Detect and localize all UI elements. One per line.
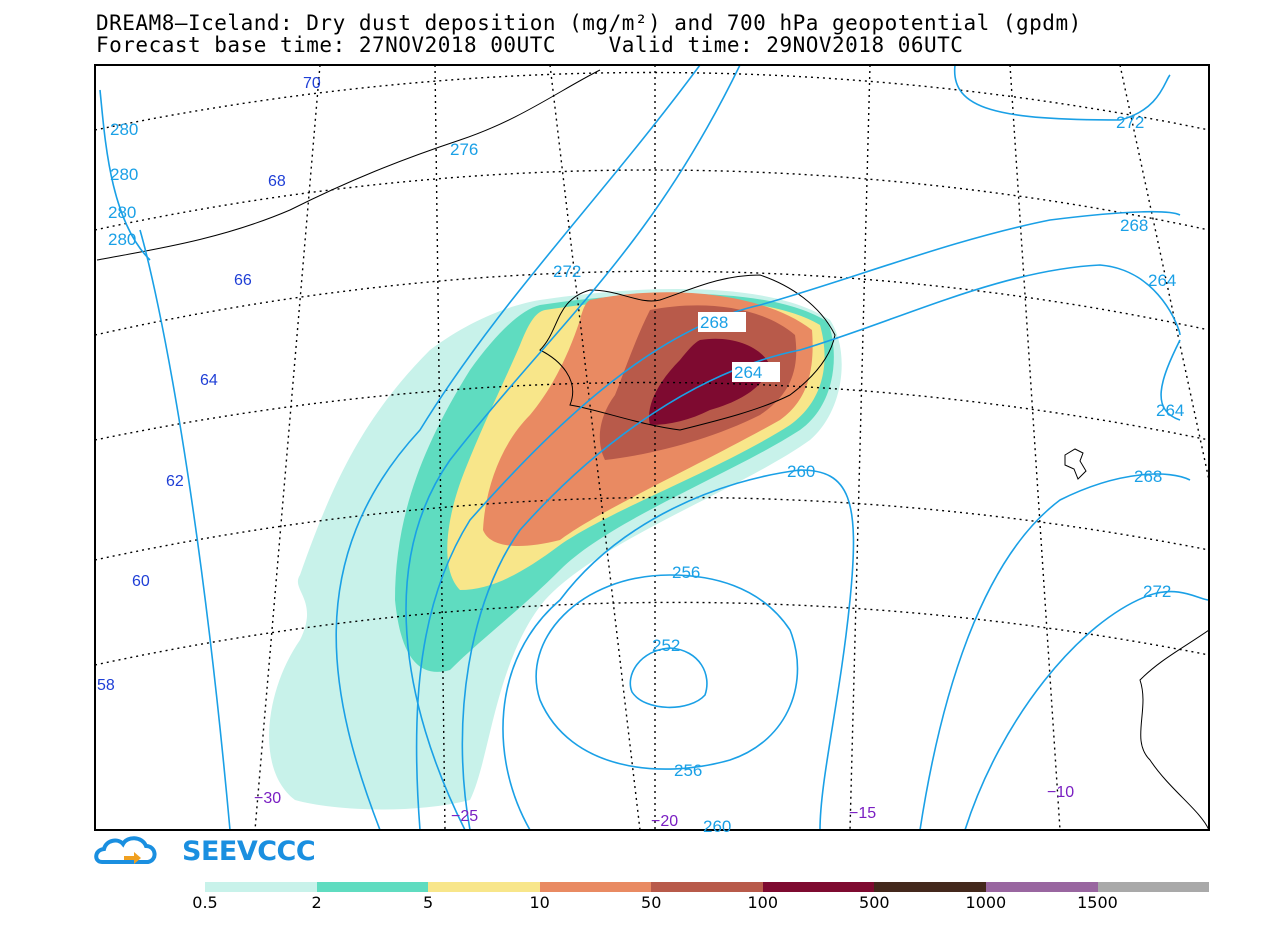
- lon-label: −25: [451, 808, 478, 825]
- seevccc-logo: SEEVCCC: [94, 832, 316, 872]
- geopotential-contours: [99, 65, 1209, 830]
- cloud-icon: [94, 836, 157, 864]
- lat-label: 68: [268, 173, 286, 190]
- contour-label: 256: [672, 563, 700, 582]
- graticule: [95, 65, 1209, 830]
- map-title: DREAM8–Iceland: Dry dust deposition (mg/…: [96, 11, 1082, 35]
- contour-label: 272: [1116, 113, 1144, 132]
- contour-label: 272: [553, 262, 581, 281]
- lon-label: −30: [254, 790, 281, 807]
- legend-label: 1500: [1077, 893, 1118, 912]
- contour-label: 252: [652, 636, 680, 655]
- legend-swatch: [1097, 882, 1210, 892]
- lat-label: 58: [97, 677, 115, 694]
- faroe-islands: [1064, 448, 1087, 480]
- legend-swatch: [874, 882, 986, 892]
- contour-label: 260: [787, 462, 815, 481]
- legend-label: 1000: [965, 893, 1007, 912]
- legend-label: 50: [641, 893, 662, 912]
- longitude-labels: −30 −25 −20 −15 −10: [254, 784, 1074, 830]
- contour-label: 268: [1120, 216, 1148, 235]
- lon-label: −20: [651, 813, 678, 830]
- logo-text: SEEVCCC: [182, 836, 316, 867]
- contour-label: 280: [108, 203, 136, 222]
- color-legend: [205, 882, 1210, 892]
- legend-label: 500: [859, 893, 890, 912]
- legend-swatch: [651, 882, 763, 892]
- lon-label: −15: [849, 805, 876, 822]
- legend-label: 0.5: [192, 893, 218, 912]
- legend-swatch: [985, 882, 1098, 892]
- legend-swatch: [316, 882, 429, 892]
- legend-swatch: [539, 882, 652, 892]
- legend-label: 100: [747, 893, 779, 912]
- contour-label: 264: [734, 363, 762, 382]
- contour-label: 264: [1148, 271, 1176, 290]
- lat-label: 66: [234, 272, 252, 289]
- legend-labels: 0.5 2 5 10 50 100 500 1000 1500: [0, 893, 1271, 917]
- legend-label: 10: [529, 893, 550, 912]
- latitude-labels: 70 68 66 64 62 60 58: [97, 75, 321, 694]
- iceland-coast: [539, 274, 836, 431]
- lat-label: 62: [166, 473, 184, 490]
- lon-label: −10: [1047, 784, 1074, 801]
- contour-label: 280: [110, 120, 138, 139]
- legend-swatch: [762, 882, 875, 892]
- legend-swatch: [428, 882, 540, 892]
- legend-label: 2: [311, 893, 322, 912]
- map-frame: [94, 64, 1210, 831]
- lat-label: 60: [132, 573, 150, 590]
- contour-label: 280: [108, 230, 136, 249]
- contour-label: 256: [674, 761, 702, 780]
- lat-label: 70: [303, 75, 321, 92]
- legend-swatch: [205, 882, 317, 892]
- contour-label: 260: [703, 817, 731, 836]
- map-subtitle: Forecast base time: 27NOV2018 00UTC Vali…: [96, 33, 964, 57]
- legend-label: 5: [423, 893, 434, 912]
- contour-labels: 280 280 280 280 276 272 272 268 268 264 …: [108, 113, 1184, 836]
- greenland-coast: [96, 69, 601, 261]
- contour-label: 276: [450, 140, 478, 159]
- contour-label: 268: [1134, 467, 1162, 486]
- lat-label: 64: [200, 372, 218, 389]
- norway-coast: [1139, 629, 1209, 830]
- contour-label: 264: [1156, 401, 1184, 420]
- contour-label: 268: [700, 313, 728, 332]
- contour-label: 272: [1143, 582, 1171, 601]
- contour-label: 280: [110, 165, 138, 184]
